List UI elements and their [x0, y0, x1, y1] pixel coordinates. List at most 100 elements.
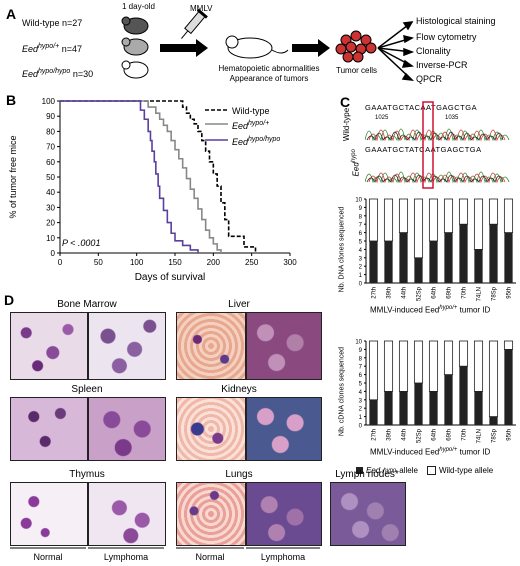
micrograph-lymph-nodes: [330, 482, 406, 546]
cdna-bar-hypo: [414, 383, 423, 425]
survival-series-0: [60, 100, 257, 253]
legend-wildtype: Wild-type: [232, 106, 270, 116]
dna-bar-hypo: [399, 232, 408, 283]
cdna-ytick-label: 7: [359, 365, 363, 371]
micrograph-bone-marrow-normal: [10, 312, 88, 380]
survival-chart: 0 10 20 30 40 50 60 70 80 90 100 0 50 100 150 200 250 300: [42, 97, 298, 267]
dna-bar-hypo: [474, 249, 483, 283]
micrograph-thymus-lymphoma: [88, 482, 166, 546]
survival-ytick-label: 50: [46, 173, 55, 182]
cdna-bar-wt: [428, 340, 439, 392]
mutation-highlight-box: [422, 101, 434, 189]
dna-bar-hypo: [444, 232, 453, 283]
cdna-xtick-label: 95th: [507, 429, 513, 441]
survival-xtick-label: 250: [245, 258, 259, 267]
hypo-trace: [365, 171, 510, 184]
cdna-bar-hypo: [444, 374, 453, 425]
tissue-title-spleen: Spleen: [71, 384, 103, 395]
dna-bar-hypo: [414, 257, 423, 283]
cdna-bar-wt: [413, 340, 424, 384]
cdna-bar-hypo: [459, 366, 468, 425]
tumor-cells-icon: [335, 30, 377, 63]
dna-bar-hypo: [369, 241, 378, 283]
dna-ytick-label: 2: [359, 265, 363, 271]
cdna-bar-hypo: [504, 349, 513, 425]
survival-series-1: [60, 100, 222, 253]
tissue-title-lymph-nodes: Lymph nodes*: [335, 469, 399, 480]
survival-ytick-label: 30: [46, 203, 55, 212]
dna-bar-wt: [413, 198, 424, 259]
analysis-clonality: Clonality: [416, 46, 451, 56]
dna-ylabel: Nb. DNA clones sequenced: [338, 206, 346, 293]
analysis-ipcr: Inverse-PCR: [416, 60, 468, 70]
dna-bar-wt: [488, 198, 499, 225]
dna-bar-wt: [368, 198, 379, 242]
cdna-xtick-label: 52Sp: [417, 428, 423, 443]
mouse-label-hypo-het: Eedhypo/+ n=47: [22, 43, 83, 54]
dna-ytick-label: 7: [359, 223, 363, 229]
wt-trace: [365, 128, 510, 142]
micrograph-lungs-lymphoma: [246, 482, 322, 546]
dna-ytick-label: 10: [355, 198, 362, 204]
dna-bar-wt: [473, 198, 484, 250]
dna-xtick-label: 64th: [432, 287, 438, 299]
dna-ytick-label: 1: [359, 273, 363, 279]
cdna-xtick-label: 64th: [432, 429, 438, 441]
survival-pvalue: P < .0001: [62, 238, 101, 248]
pup-grey-icon: [121, 37, 149, 56]
pup-white-icon: [121, 60, 149, 79]
survival-xtick-label: 0: [58, 258, 63, 267]
legend-wt-swatch: [426, 466, 436, 475]
cdna-xtick-label: 78Sp: [492, 428, 498, 443]
panel-label-b: B: [6, 92, 17, 108]
wt-pos-1035: 1035: [445, 115, 459, 121]
micrograph-spleen-normal: [10, 397, 88, 461]
dna-ytick-label: 8: [359, 214, 363, 220]
survival-ytick-label: 100: [42, 97, 56, 106]
cdna-bar-wt: [488, 340, 499, 417]
survival-xlabel: Days of survival: [134, 272, 206, 283]
dna-xtick-label: 74LN: [477, 287, 483, 301]
outcome-line-2: Appearance of tumors: [229, 74, 309, 83]
dna-bar-wt: [398, 198, 409, 233]
dna-bar-hypo: [459, 224, 468, 283]
cdna-bar-wt: [368, 340, 379, 401]
dna-xtick-label: 27th: [372, 287, 378, 299]
mouse-label-wildtype: Wild-type n=27: [22, 18, 83, 28]
outcome-line-1: Hematopoietic abnormalities: [218, 64, 320, 73]
cdna-xtick-label: 27th: [372, 429, 378, 441]
cdna-bar-wt: [398, 340, 409, 392]
cdna-bar-wt: [473, 340, 484, 392]
dna-xtick-label: 39th: [387, 287, 393, 299]
cdna-bar-wt: [443, 340, 454, 375]
cdna-xtick-label: 74LN: [477, 429, 483, 443]
cdna-ytick-label: 10: [355, 340, 362, 346]
dna-xtick-label: 52Sp: [417, 286, 423, 301]
cdna-ytick-label: 6: [359, 373, 363, 379]
dna-xtick-label: 95th: [507, 287, 513, 299]
cdna-bar-wt: [458, 340, 469, 367]
dna-xtick-label: 70th: [462, 287, 468, 299]
dna-bar-hypo: [489, 224, 498, 283]
legend-hypo-het: Eedhypo/+: [232, 120, 270, 131]
tumor-cells-label: Tumor cells: [336, 66, 378, 75]
survival-xtick-label: 50: [94, 258, 103, 267]
tissue-title-thymus: Thymus: [69, 469, 105, 480]
allele-legend: Eed hypo allele Wild-type allele: [356, 466, 493, 475]
tissue-title-lungs: Lungs: [225, 469, 253, 480]
cdna-xtick-label: 70th: [462, 429, 468, 441]
dna-ytick-label: 6: [359, 231, 363, 237]
survival-series-2: [60, 100, 199, 253]
tissue-title-kidneys: Kidneys: [221, 384, 257, 395]
dna-bar-wt: [443, 198, 454, 233]
survival-ytick-label: 10: [46, 234, 55, 243]
mouse-label-hypo-hom: Eedhypo/hypo n=30: [22, 68, 94, 79]
cdna-ytick-label: 4: [359, 390, 363, 396]
micrograph-liver-lymphoma: [246, 312, 322, 380]
survival-ytick-label: 80: [46, 127, 55, 136]
virus-label: MMLV: [190, 4, 213, 13]
micrograph-lungs-normal: [176, 482, 246, 546]
arrow-to-mouse-icon: [160, 39, 208, 57]
label-lymphoma-left: Lymphoma: [103, 552, 149, 562]
age-label: 1 day-old: [122, 2, 155, 11]
